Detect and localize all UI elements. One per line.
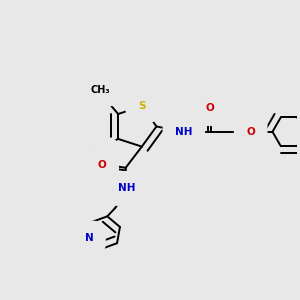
Text: O: O [98,160,106,170]
Text: CH₃: CH₃ [87,148,107,159]
Text: NH: NH [118,183,135,194]
Text: CH₃: CH₃ [91,85,110,94]
Text: NH: NH [175,127,193,137]
Text: N: N [85,233,93,243]
Text: S: S [138,101,146,111]
Text: O: O [206,103,214,113]
Text: O: O [246,127,255,137]
